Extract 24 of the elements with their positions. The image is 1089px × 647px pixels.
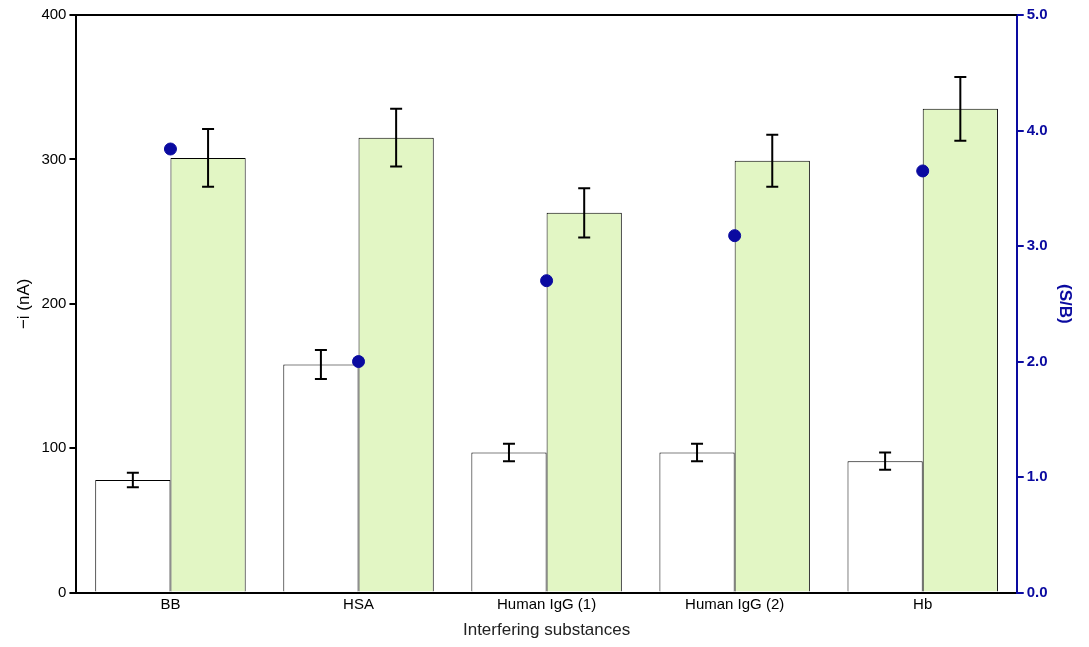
y2-tick-label: 2.0	[1026, 351, 1048, 369]
point	[163, 142, 177, 156]
y2-tick-label: 0.0	[1026, 582, 1048, 600]
point	[352, 355, 366, 369]
x-tick-label: HSA	[343, 594, 374, 612]
y2-tick-label: 3.0	[1026, 236, 1048, 254]
x-tick-label: BB	[160, 594, 181, 612]
point	[728, 229, 742, 243]
y-tick-label: 200	[41, 293, 67, 311]
x-tick-label: Hb	[913, 594, 933, 612]
x-tick-label: Human IgG (1)	[496, 594, 597, 612]
y-tick-label: 300	[41, 149, 67, 167]
x-axis-title: Interfering substances	[462, 620, 631, 640]
point	[540, 274, 554, 288]
y-tick-label: 0	[58, 582, 67, 600]
y-tick-label: 100	[41, 438, 67, 456]
y2-tick-label: 1.0	[1026, 467, 1048, 485]
x-tick-label: Human IgG (2)	[685, 594, 785, 612]
y-axis-title: −i (nA)	[13, 278, 33, 330]
y-tick-label: 400	[41, 5, 67, 23]
point	[916, 164, 930, 178]
y2-axis-title: (S/B)	[1056, 283, 1076, 324]
y2-tick-label: 5.0	[1026, 5, 1048, 23]
y2-tick-label: 4.0	[1026, 120, 1048, 138]
